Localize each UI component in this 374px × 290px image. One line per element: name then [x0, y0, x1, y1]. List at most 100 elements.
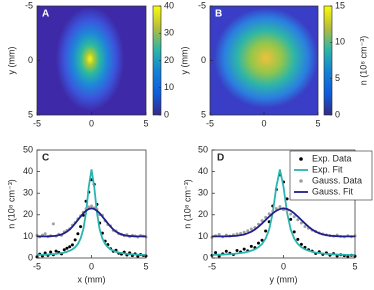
data-point [249, 244, 253, 248]
data-point [224, 249, 228, 253]
y-tick-label: 5 [201, 109, 206, 119]
colorbar-tick-label: 15 [335, 0, 345, 10]
data-point [296, 218, 300, 222]
data-point [79, 225, 83, 229]
axes-frame [36, 149, 147, 259]
data-point [65, 246, 69, 250]
x-axis-label: y (mm) [270, 274, 298, 284]
data-point [274, 207, 278, 211]
data-point [235, 248, 239, 252]
y-tick-label: 40 [23, 166, 33, 176]
data-point [296, 237, 300, 241]
colorbar-tick-label: 40 [164, 0, 174, 10]
colorbar-tick-label: 10 [335, 37, 345, 47]
heatmap-spot [56, 7, 124, 111]
y-tick-label: -5 [198, 0, 206, 10]
legend-marker [299, 179, 303, 183]
legend-box [289, 150, 373, 201]
x-tick-label: -5 [208, 261, 216, 271]
x-tick-label: -5 [33, 118, 41, 128]
data-point [87, 205, 91, 209]
data-point [299, 221, 303, 225]
data-point [54, 249, 58, 253]
data-point [51, 222, 55, 226]
y-tick-label: 0 [201, 55, 206, 65]
colorbar [323, 5, 333, 116]
data-point [285, 197, 289, 201]
data-point [90, 204, 93, 208]
fit-line [212, 207, 355, 238]
panel-label: C [42, 153, 49, 164]
fit-line [36, 169, 147, 256]
data-point [256, 241, 260, 245]
data-point [292, 215, 296, 219]
panel-label: D [217, 153, 224, 164]
legend-label: Exp. Fit [312, 164, 343, 174]
x-tick-label: 5 [352, 261, 357, 271]
colorbar-label: n (10⁸ cm⁻³) [358, 36, 368, 86]
data-point [289, 212, 293, 216]
data-point [43, 232, 47, 236]
y-tick-label: 0 [28, 252, 33, 262]
data-point [299, 242, 303, 246]
panel-label: B [215, 9, 222, 20]
x-axis-label: x (mm) [78, 274, 106, 284]
y-tick-label: 30 [198, 188, 208, 198]
heatmap-spot [214, 8, 318, 108]
y-tick-label: 0 [28, 55, 33, 65]
y-tick-label: 30 [23, 188, 33, 198]
y-tick-label: 50 [198, 144, 208, 154]
legend-label: Gauss. Data [312, 175, 362, 185]
y-tick-label: 20 [198, 209, 208, 219]
fit-line [211, 169, 355, 256]
data-point [68, 245, 72, 249]
y-axis-label: y (mm) [6, 47, 16, 75]
x-tick-label: 0 [261, 118, 266, 128]
data-point [289, 217, 293, 221]
data-point [73, 238, 77, 242]
x-tick-label: -5 [33, 261, 41, 271]
y-tick-label: 40 [198, 166, 208, 176]
x-tick-label: 0 [281, 261, 286, 271]
colorbar-tick-label: 20 [164, 55, 174, 65]
y-tick-label: 10 [23, 231, 33, 241]
data-point [278, 205, 282, 209]
legend-label: Exp. Data [312, 153, 352, 163]
colorbar-tick-label: 10 [164, 82, 174, 92]
data-point [62, 248, 66, 252]
y-tick-label: 20 [23, 209, 33, 219]
data-point [303, 224, 307, 228]
data-point [260, 238, 264, 242]
legend-marker [299, 157, 303, 161]
data-point [70, 243, 74, 247]
x-tick-label: 5 [315, 118, 320, 128]
data-point [242, 247, 246, 251]
y-tick-label: 0 [203, 252, 208, 262]
data-point [292, 230, 296, 234]
x-tick-label: 0 [89, 118, 94, 128]
data-point [264, 229, 268, 233]
x-tick-label: 0 [89, 261, 94, 271]
y-tick-label: 10 [198, 231, 208, 241]
data-point [49, 250, 53, 254]
x-tick-label: 5 [143, 261, 148, 271]
fit-line [37, 207, 146, 238]
data-point [76, 232, 80, 236]
legend-label: Gauss. Fit [312, 186, 354, 196]
y-tick-label: -5 [25, 0, 33, 10]
y-tick-label: 50 [23, 144, 33, 154]
data-point [217, 232, 221, 236]
panel-label: A [42, 9, 49, 20]
x-tick-label: -5 [206, 118, 214, 128]
y-tick-label: 5 [28, 109, 33, 119]
data-point [260, 219, 264, 223]
colorbar-tick-label: 0 [335, 109, 340, 119]
colorbar-tick-label: 30 [164, 28, 174, 38]
data-point [242, 230, 246, 234]
data-point [246, 229, 250, 233]
data-point [214, 251, 218, 255]
x-tick-label: 5 [143, 118, 148, 128]
y-axis-label: n (10⁸ cm⁻³) [182, 179, 192, 229]
data-point [249, 227, 253, 231]
